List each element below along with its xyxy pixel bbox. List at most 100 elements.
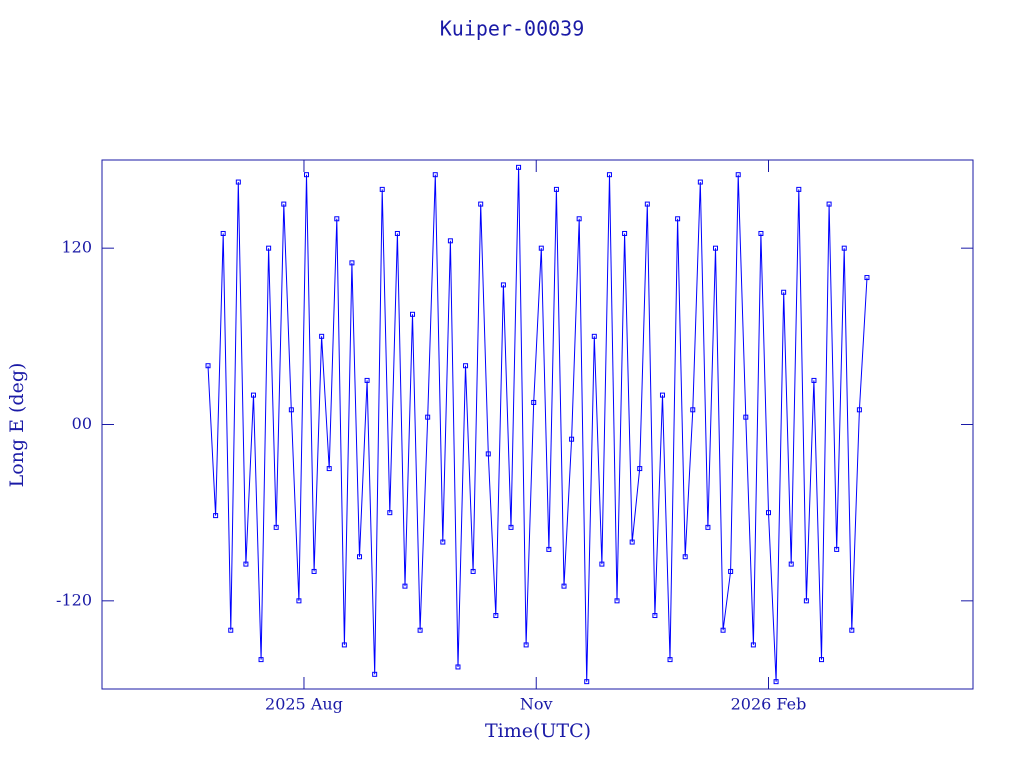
point-marker	[841, 245, 847, 251]
point-marker	[864, 275, 870, 281]
point-marker	[319, 333, 325, 339]
point-marker	[447, 238, 453, 244]
point-marker	[538, 245, 544, 251]
point-marker	[705, 524, 711, 530]
point-marker	[258, 657, 264, 663]
y-axis-label: Long E (deg)	[6, 363, 28, 488]
point-marker	[334, 216, 340, 222]
point-marker	[614, 598, 620, 604]
point-marker	[690, 407, 696, 413]
point-marker	[508, 524, 514, 530]
point-marker	[766, 510, 772, 516]
point-marker	[667, 657, 673, 663]
point-marker	[281, 201, 287, 207]
point-marker	[720, 627, 726, 633]
point-marker	[349, 260, 355, 266]
point-marker	[546, 546, 552, 552]
point-marker	[819, 657, 825, 663]
point-marker	[856, 407, 862, 413]
y-tick-label: 00	[72, 414, 92, 433]
point-marker	[735, 172, 741, 178]
point-marker	[455, 664, 461, 670]
point-marker	[410, 311, 416, 317]
point-marker	[296, 598, 302, 604]
point-marker	[849, 627, 855, 633]
point-marker	[788, 561, 794, 567]
point-marker	[470, 568, 476, 574]
point-marker	[220, 230, 226, 236]
y-tick-label: -120	[56, 590, 92, 609]
point-marker	[712, 245, 718, 251]
point-marker	[576, 216, 582, 222]
x-tick-label: 2025 Aug	[265, 695, 343, 714]
point-marker	[599, 561, 605, 567]
point-marker	[659, 392, 665, 398]
point-marker	[478, 201, 484, 207]
point-marker	[379, 186, 385, 192]
point-marker	[773, 679, 779, 685]
point-marker	[622, 230, 628, 236]
point-marker	[417, 627, 423, 633]
point-marker	[826, 201, 832, 207]
point-marker	[266, 245, 272, 251]
point-marker	[561, 583, 567, 589]
point-marker	[834, 546, 840, 552]
point-marker	[243, 561, 249, 567]
point-marker	[250, 392, 256, 398]
point-marker	[425, 414, 431, 420]
point-marker	[637, 466, 643, 472]
point-marker	[606, 172, 612, 178]
point-marker	[803, 598, 809, 604]
point-marker	[228, 627, 234, 633]
point-marker	[364, 377, 370, 383]
point-marker	[311, 568, 317, 574]
point-marker	[781, 289, 787, 295]
point-marker	[743, 414, 749, 420]
x-tick-label: 2026 Feb	[731, 695, 807, 714]
point-marker	[500, 282, 506, 288]
point-marker	[697, 179, 703, 185]
point-marker	[273, 524, 279, 530]
point-marker	[402, 583, 408, 589]
point-marker	[357, 554, 363, 560]
x-axis-label: Time(UTC)	[485, 720, 591, 742]
point-marker	[675, 216, 681, 222]
point-marker	[531, 399, 537, 405]
point-marker	[394, 230, 400, 236]
point-marker	[205, 363, 211, 369]
point-marker	[235, 179, 241, 185]
point-marker	[432, 172, 438, 178]
point-marker	[750, 642, 756, 648]
point-marker	[553, 186, 559, 192]
point-marker	[728, 568, 734, 574]
point-marker	[372, 671, 378, 677]
point-marker	[303, 172, 309, 178]
point-marker	[523, 642, 529, 648]
point-marker	[811, 377, 817, 383]
point-marker	[796, 186, 802, 192]
series-line	[207, 167, 868, 682]
point-marker	[387, 510, 393, 516]
point-marker	[440, 539, 446, 545]
point-marker	[591, 333, 597, 339]
point-marker	[326, 466, 332, 472]
point-marker	[516, 164, 522, 170]
point-marker	[758, 230, 764, 236]
chart-title: Kuiper-00039	[440, 17, 585, 41]
point-marker	[341, 642, 347, 648]
point-marker	[644, 201, 650, 207]
point-marker	[584, 679, 590, 685]
point-marker	[652, 613, 658, 619]
plot-frame	[101, 159, 974, 690]
point-marker	[288, 407, 294, 413]
point-marker	[682, 554, 688, 560]
point-marker	[213, 513, 219, 519]
point-marker	[493, 613, 499, 619]
point-marker	[629, 539, 635, 545]
point-marker	[463, 363, 469, 369]
y-tick-label: 120	[61, 238, 92, 257]
point-marker	[485, 451, 491, 457]
x-tick-label: Nov	[520, 695, 553, 714]
point-marker	[569, 436, 575, 442]
